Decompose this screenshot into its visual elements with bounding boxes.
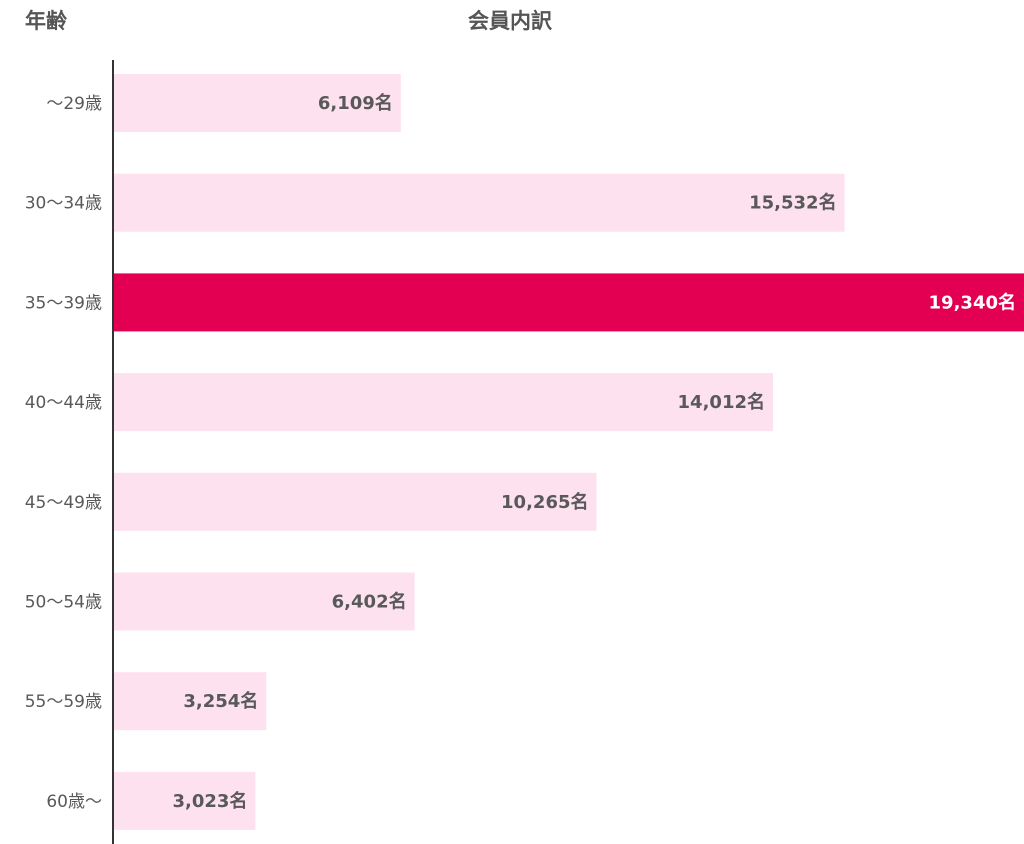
- bar-group: ～29歳 6,109名 30～34歳 15,532名 35～39歳 19,340名 40～4…: [25, 74, 1024, 830]
- bar: [113, 472, 597, 531]
- value-label: 6,109名: [318, 92, 393, 114]
- bar: [113, 273, 1024, 332]
- category-label: 55～59歳: [25, 692, 102, 712]
- category-label: 40～44歳: [25, 393, 102, 413]
- value-label: 19,340名: [929, 291, 1016, 313]
- category-label: 60歳～: [46, 792, 102, 812]
- category-label: 50～54歳: [25, 593, 102, 613]
- value-label: 3,254名: [183, 690, 258, 712]
- bar: [113, 572, 415, 631]
- value-label: 14,012名: [678, 391, 765, 413]
- bar: [113, 74, 401, 132]
- bar: [113, 173, 845, 232]
- age-column-header: 年齢: [25, 9, 68, 33]
- value-label: 10,265名: [501, 491, 588, 513]
- category-label: 45～49歳: [25, 493, 102, 513]
- value-label: 15,532名: [749, 192, 836, 214]
- chart-title: 会員内訳: [468, 9, 553, 33]
- category-label: 30～34歳: [25, 194, 102, 214]
- category-label: 35～39歳: [25, 293, 102, 313]
- value-label: 6,402名: [332, 591, 407, 613]
- category-label: ～29歳: [46, 94, 102, 114]
- bar: [113, 373, 773, 432]
- bar: [113, 672, 267, 731]
- bar: [113, 771, 256, 830]
- value-label: 3,023名: [172, 790, 247, 812]
